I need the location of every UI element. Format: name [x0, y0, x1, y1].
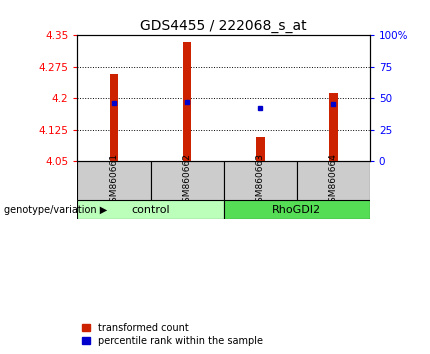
- Bar: [224, 161, 297, 200]
- Bar: [183, 42, 191, 161]
- Text: GSM860663: GSM860663: [256, 153, 264, 208]
- Text: RhoGDI2: RhoGDI2: [272, 205, 321, 215]
- Text: GSM860664: GSM860664: [329, 153, 338, 208]
- Legend: transformed count, percentile rank within the sample: transformed count, percentile rank withi…: [82, 323, 263, 346]
- Bar: [297, 161, 370, 200]
- Text: GSM860662: GSM860662: [183, 153, 191, 208]
- Text: genotype/variation ▶: genotype/variation ▶: [4, 205, 108, 215]
- Text: control: control: [131, 205, 170, 215]
- Bar: [150, 161, 224, 200]
- Bar: [329, 93, 338, 161]
- Text: GSM860661: GSM860661: [110, 153, 118, 208]
- Bar: [256, 137, 264, 161]
- Bar: [77, 200, 224, 219]
- Bar: [77, 161, 150, 200]
- Bar: [110, 74, 118, 161]
- Title: GDS4455 / 222068_s_at: GDS4455 / 222068_s_at: [140, 19, 307, 33]
- Bar: [224, 200, 370, 219]
